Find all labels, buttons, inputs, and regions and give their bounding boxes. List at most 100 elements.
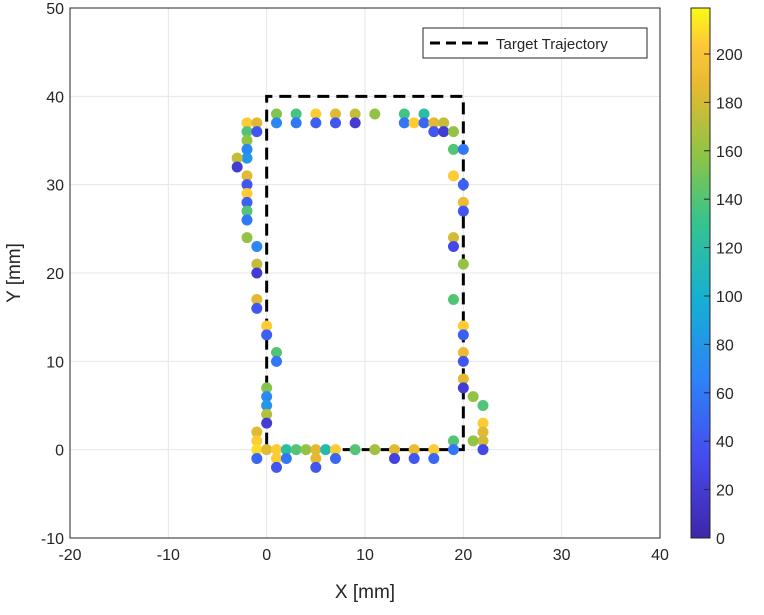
colorbar-tick-label: 40 <box>716 434 734 451</box>
scatter-point <box>251 435 263 447</box>
scatter-point <box>271 444 282 456</box>
scatter-point <box>389 453 400 464</box>
legend: Target Trajectory <box>422 27 648 59</box>
y-axis-label: Y [mm] <box>4 243 25 303</box>
x-tick-label: 10 <box>356 547 374 564</box>
y-tick-label: 30 <box>46 178 64 195</box>
colorbar-tick-label: 120 <box>716 241 743 258</box>
scatter-point <box>398 108 410 120</box>
scatter-point <box>477 426 489 438</box>
colorbar-tick-label: 80 <box>716 337 734 354</box>
scatter-point <box>241 205 253 217</box>
scatter-point <box>290 117 302 129</box>
scatter-point <box>467 391 479 403</box>
scatter-point <box>448 294 459 305</box>
plot-area-frame <box>69 7 661 539</box>
scatter-point <box>389 444 400 456</box>
scatter-point <box>418 117 430 129</box>
scatter-point <box>448 435 459 447</box>
x-tick-label: 20 <box>454 547 472 564</box>
scatter-point <box>251 126 263 138</box>
scatter-point <box>271 355 282 367</box>
scatter-point <box>300 444 312 456</box>
scatter-point <box>457 373 469 385</box>
scatter-point <box>457 196 469 208</box>
colorbar-tick-label: 100 <box>716 289 743 306</box>
x-tick-label: 30 <box>553 547 571 564</box>
target-trajectory-line <box>265 94 465 452</box>
y-tick-label: 50 <box>46 1 64 18</box>
scatter-point <box>349 108 361 120</box>
colorbar <box>690 7 711 539</box>
scatter-point <box>398 117 410 129</box>
scatter-point <box>428 126 440 138</box>
colorbar-tick-label: 180 <box>716 95 743 112</box>
scatter-point <box>448 232 459 244</box>
scatter-point <box>330 444 341 456</box>
scatter-point <box>448 143 459 155</box>
scatter-point <box>448 170 459 182</box>
scatter-point <box>310 444 322 456</box>
scatter-point <box>231 161 243 173</box>
scatter-point <box>241 152 253 164</box>
scatter-point <box>251 302 263 314</box>
scatter-point <box>241 143 253 155</box>
scatter-point <box>241 196 253 208</box>
scatter-point <box>418 108 430 120</box>
scatter-point <box>251 453 263 464</box>
scatter-point <box>477 435 489 447</box>
y-tick-label: 0 <box>55 443 64 460</box>
scatter-point <box>271 108 282 120</box>
scatter-point <box>457 320 469 332</box>
scatter-point <box>280 453 292 464</box>
scatter-point <box>369 444 381 456</box>
scatter-point <box>241 135 253 146</box>
x-axis-label: X [mm] <box>335 582 395 603</box>
y-tick-label: 10 <box>46 354 64 371</box>
y-tick-label: 40 <box>46 89 64 106</box>
scatter-point <box>261 408 273 420</box>
y-tick-label: 20 <box>46 266 64 283</box>
scatter-point <box>290 108 302 120</box>
scatter-point <box>369 108 381 120</box>
x-tick-label: 0 <box>262 547 271 564</box>
scatter-point <box>467 435 479 447</box>
scatter-point <box>310 117 322 129</box>
scatter-point <box>408 453 420 464</box>
scatter-point <box>438 126 450 138</box>
scatter-point <box>231 152 243 164</box>
scatter-point <box>261 382 273 394</box>
scatter-point <box>457 329 469 341</box>
x-tick-label: 40 <box>651 547 669 564</box>
scatter-point <box>320 444 332 456</box>
scatter-point <box>457 143 469 155</box>
scatter-point <box>457 382 469 394</box>
scatter-point <box>428 117 440 129</box>
scatter-point <box>261 400 273 411</box>
scatter-point <box>330 108 341 120</box>
scatter-point <box>448 241 459 252</box>
scatter-point <box>457 179 469 191</box>
scatter-point <box>408 444 420 456</box>
scatter-point <box>428 453 440 464</box>
legend-entry: Target Trajectory <box>496 36 608 53</box>
scatter-point <box>251 267 263 279</box>
scatter-point <box>241 188 253 199</box>
scatter-point <box>477 417 489 429</box>
scatter-point <box>251 294 263 305</box>
scatter-point <box>457 355 469 367</box>
scatter-point <box>241 179 253 191</box>
scatter-point <box>241 170 253 182</box>
scatter-point <box>438 117 450 129</box>
scatter-point <box>457 205 469 217</box>
scatter-point <box>408 117 420 129</box>
scatter-point <box>477 444 489 456</box>
scatter-point <box>457 258 469 270</box>
scatter-point <box>448 126 459 138</box>
scatter-point <box>251 444 263 456</box>
scatter-point <box>271 347 282 358</box>
scatter-point <box>349 444 361 456</box>
scatter-point <box>241 214 253 226</box>
scatter-points <box>231 108 489 473</box>
scatter-point <box>251 426 263 438</box>
